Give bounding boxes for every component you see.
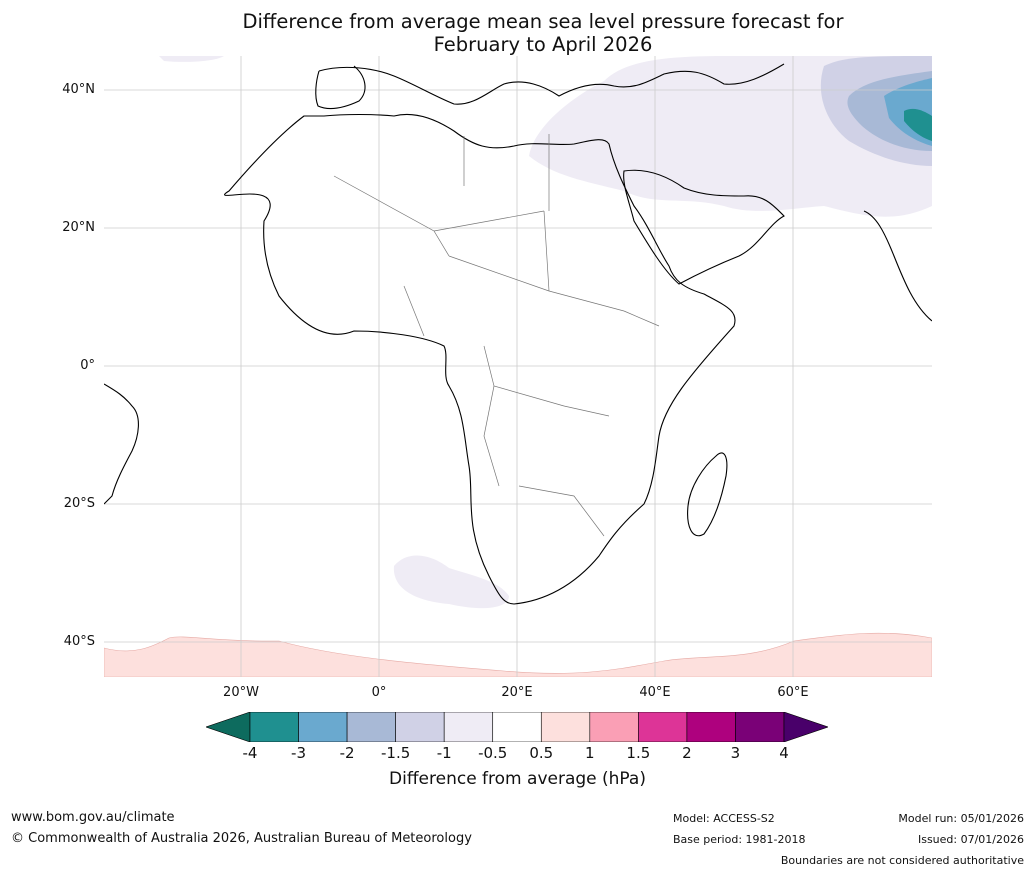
footer-model-run: Model run: 05/01/2026: [898, 812, 1024, 825]
colorbar-tick-label: -1.5: [380, 744, 411, 762]
lat-label-0: 0°: [80, 358, 95, 373]
colorbar-segment: [686, 712, 736, 742]
africa-coast: [224, 113, 736, 605]
india-coast: [863, 210, 932, 322]
colorbar-tick-label: 1.5: [626, 744, 651, 762]
title-line-2: February to April 2026: [433, 33, 653, 56]
positive-anomaly-south: [104, 632, 932, 677]
colorbar-segment: [540, 712, 591, 742]
colorbar-segment: [395, 712, 445, 742]
south-america-coast: [104, 383, 139, 505]
lon-label-0: 0°: [371, 685, 387, 700]
colorbar-label: Difference from average (hPa): [389, 769, 646, 789]
colorbar-segment: [249, 712, 299, 742]
colorbar-tick-label: 0.5: [529, 744, 554, 762]
footer-issued: Issued: 07/01/2026: [917, 833, 1024, 846]
title-line-1: Difference from average mean sea level p…: [242, 10, 844, 33]
lon-label-40e: 40°E: [639, 685, 671, 700]
colorbar-segment: [492, 712, 542, 742]
arabia-coast: [623, 169, 785, 285]
colorbar-segment: [298, 712, 348, 742]
footer-model: Model: ACCESS-S2: [673, 812, 775, 825]
colorbar-tick-label: -4: [242, 744, 258, 762]
colorbar-segment: [589, 712, 639, 742]
lat-label-20n: 20°N: [62, 220, 95, 235]
lat-label-20s: 20°S: [63, 496, 95, 511]
colorbar-segment: [638, 712, 688, 742]
colorbar-segment: [735, 712, 785, 742]
lat-label-40s: 40°S: [63, 634, 95, 649]
colorbar-tick-label: -2: [339, 744, 355, 762]
europe-coast: [318, 63, 785, 105]
colorbar-tick-label: 2: [682, 744, 692, 762]
map-area: [104, 56, 932, 677]
country-borders: [333, 134, 660, 537]
colorbar-tick-label: 1: [585, 744, 595, 762]
lon-label-60e: 60°E: [777, 685, 809, 700]
lon-label-20e: 20°E: [501, 685, 533, 700]
map-svg: [104, 56, 932, 677]
madagascar-coast: [687, 452, 728, 537]
negative-anomaly-europe: [159, 56, 224, 62]
iberia-coast: [315, 65, 366, 110]
lat-label-40n: 40°N: [62, 82, 95, 97]
colorbar-tick-label: -0.5: [478, 744, 508, 762]
colorbar-segment: [346, 712, 396, 742]
negative-anomaly-asia-3: [904, 108, 932, 141]
colorbar: [206, 712, 828, 742]
colorbar-tick-label: -3: [291, 744, 307, 762]
footer-base-period: Base period: 1981-2018: [673, 833, 806, 846]
colorbar-segment: [443, 712, 494, 742]
coastlines: [104, 63, 932, 605]
lon-label-20w: 20°W: [223, 685, 259, 700]
colorbar-arrow-max: [783, 712, 828, 742]
colorbar-tick-label: -1: [436, 744, 452, 762]
graticule: [104, 56, 932, 677]
colorbar-arrow-min: [206, 712, 251, 742]
negative-anomaly-south-atlantic: [393, 555, 509, 609]
chart-title: Difference from average mean sea level p…: [0, 10, 1035, 56]
footer-website: www.bom.gov.au/climate: [11, 810, 175, 825]
colorbar-tick-label: 4: [779, 744, 789, 762]
colorbar-tick-label: 3: [730, 744, 741, 762]
footer-copyright: © Commonwealth of Australia 2026, Austra…: [11, 831, 472, 846]
footer-disclaimer: Boundaries are not considered authoritat…: [780, 854, 1024, 867]
